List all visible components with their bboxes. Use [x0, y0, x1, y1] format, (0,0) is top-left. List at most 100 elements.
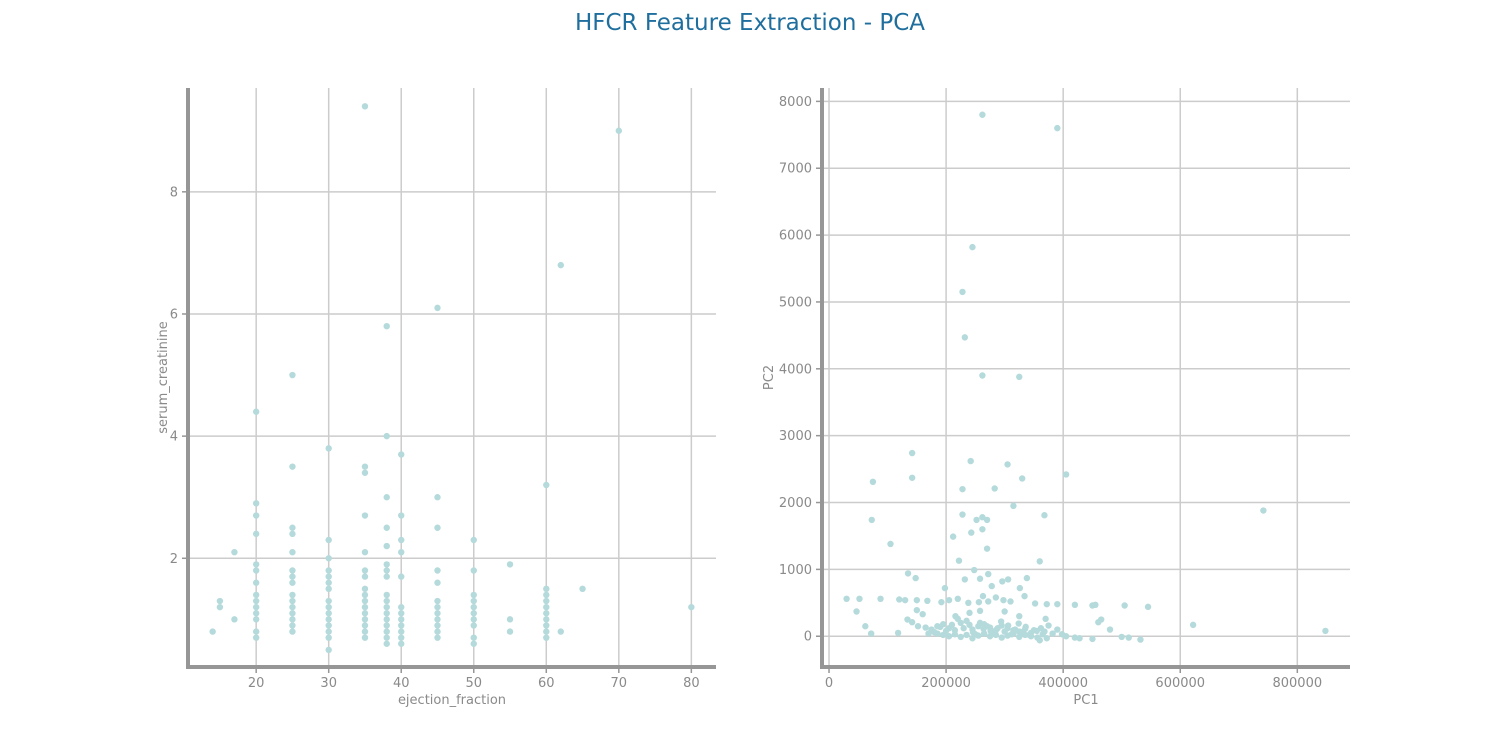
left-data-point [325, 555, 332, 562]
right-data-point [887, 540, 894, 548]
left-data-point [398, 573, 405, 580]
right-data-point [979, 111, 986, 118]
left-data-point [398, 512, 405, 519]
right-data-point [959, 485, 966, 493]
right-data-point [961, 576, 969, 583]
right-data-point [985, 570, 992, 578]
left-data-point [252, 567, 260, 574]
left-data-point [252, 408, 260, 415]
left-data-point [543, 481, 550, 489]
right-data-point [992, 631, 1000, 639]
left-data-point [325, 597, 332, 605]
right-data-point [856, 595, 863, 603]
left-data-point [543, 585, 550, 593]
right-data-point [1071, 601, 1079, 609]
left-data-point [252, 591, 260, 599]
right-data-point [999, 578, 1006, 585]
left-data-point [398, 640, 405, 647]
right-data-point [954, 595, 962, 603]
left-data-point [361, 591, 369, 599]
left-data-point [289, 371, 296, 379]
left-data-point [361, 573, 369, 580]
left-x-tick-label: 60 [538, 676, 555, 691]
right-data-point [939, 631, 947, 639]
right-data-point [1098, 616, 1105, 623]
left-data-point [325, 603, 332, 611]
right-data-point [1125, 634, 1132, 641]
left-data-point [325, 610, 332, 617]
left-data-point [470, 567, 477, 574]
right-data-point [1118, 633, 1125, 641]
right-data-point [913, 596, 921, 604]
right-data-point [934, 623, 941, 630]
left-data-point [434, 622, 441, 629]
left-data-point [543, 622, 550, 629]
right-data-point [912, 574, 919, 582]
right-y-tick-label: 6000 [779, 229, 812, 244]
left-data-point [289, 616, 296, 623]
right-data-point [957, 633, 964, 641]
left-data-point [289, 567, 296, 574]
left-data-point [289, 591, 296, 599]
right-data-point [979, 514, 986, 521]
right-data-point [1071, 634, 1079, 641]
left-data-point [361, 622, 369, 629]
right-data-point [973, 516, 980, 524]
right-data-point [966, 609, 973, 617]
left-data-point [289, 530, 296, 538]
right-data-point [979, 372, 986, 379]
left-data-point [231, 616, 238, 623]
right-data-point [1016, 612, 1023, 620]
left-data-point [361, 512, 369, 519]
right-data-point [1036, 637, 1043, 644]
left-data-point [289, 628, 296, 635]
left-data-point [383, 591, 390, 599]
right-data-point [914, 623, 922, 630]
right-data-point [945, 625, 953, 632]
right-data-point [896, 596, 903, 603]
right-data-point [1106, 626, 1114, 633]
right-data-point [970, 566, 978, 574]
right-data-point [975, 632, 982, 639]
right-data-point [980, 630, 988, 637]
right-data-point [1045, 622, 1052, 629]
left-data-point [543, 634, 550, 641]
right-x-tick-label: 200000 [921, 676, 971, 691]
right-data-point [988, 582, 995, 590]
left-data-point [383, 597, 390, 605]
left-data-point [470, 610, 477, 617]
right-data-point [986, 624, 994, 631]
right-y-axis-label: PC2 [762, 365, 777, 390]
right-data-point [1021, 625, 1029, 633]
right-scatter-plot: 0 200000 400000 600000 800000 0 1000 2000 3000 40… [762, 88, 1350, 708]
left-data-point [361, 610, 369, 617]
left-data-point [383, 603, 390, 611]
left-data-point [361, 103, 369, 110]
right-data-point [959, 511, 966, 518]
right-data-point [980, 621, 988, 628]
right-data-point [908, 474, 916, 481]
left-data-point [398, 603, 405, 611]
left-data-point [398, 610, 405, 617]
right-data-point [992, 594, 1000, 601]
left-data-point [361, 469, 369, 476]
left-data-point [543, 616, 550, 623]
left-data-point [325, 445, 332, 452]
right-data-point [969, 243, 976, 251]
right-data-point [949, 533, 957, 540]
left-y-tick-label: 6 [170, 307, 178, 322]
right-data-point [1260, 507, 1267, 514]
left-data-point [361, 628, 369, 635]
left-data-point [325, 628, 332, 635]
left-data-point [543, 597, 550, 605]
right-data-point [975, 623, 982, 630]
left-data-point [361, 548, 369, 556]
left-data-point [325, 646, 332, 654]
right-data-point [1092, 601, 1099, 609]
left-data-point [361, 603, 369, 611]
right-data-point [901, 596, 909, 604]
left-data-point [383, 628, 390, 635]
right-data-point [1041, 512, 1048, 519]
left-data-point [383, 634, 390, 641]
